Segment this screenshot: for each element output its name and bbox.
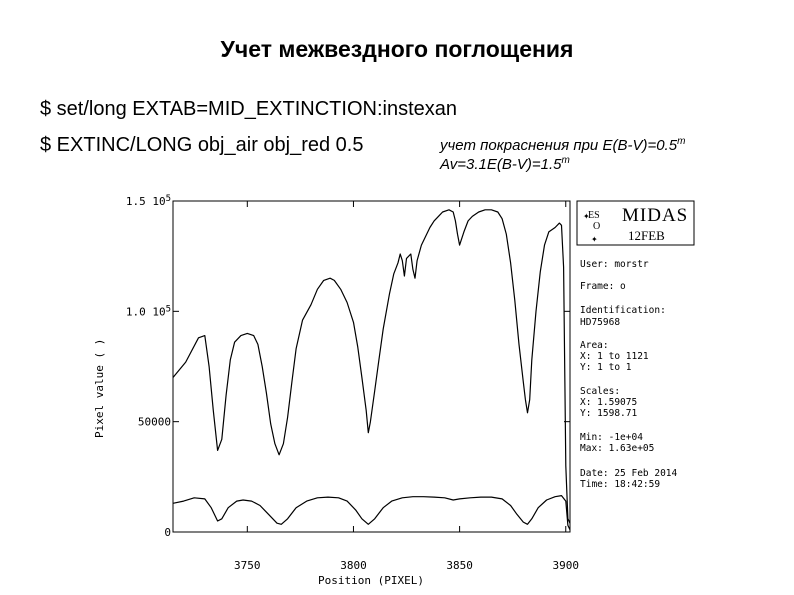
info-max: Max: 1.63e+05 (580, 443, 654, 454)
absorption-note-text: Av=3.1E(B-V)=1.5 (440, 156, 562, 173)
reddening-note-unit: m (677, 136, 686, 147)
y-tick-exponent: 5 (166, 304, 171, 314)
info-time: Time: 18:42:59 (580, 479, 660, 490)
x-axis-label: Position (PIXEL) (318, 574, 424, 587)
y-tick-label: 1.0 105 (126, 304, 171, 318)
info-panel: User: morstr Frame: o Identification: HD… (580, 259, 678, 490)
eso-star-glyph-2: ✦ (591, 235, 598, 244)
logo-frame (576, 200, 695, 246)
series-line-corrected (172, 495, 571, 531)
command-line-1: $ set/long EXTAB=MID_EXTINCTION:instexan (40, 98, 458, 120)
x-axis: 3750 3800 3850 3900 (234, 201, 579, 572)
midas-logo: ES O ✦ ✦ MIDAS 12FEB (576, 200, 695, 246)
series-line-observed (172, 209, 571, 524)
info-scales-y: Y: 1598.71 (580, 408, 637, 419)
x-tick-label: 3750 (234, 559, 261, 572)
info-user: User: morstr (580, 259, 649, 270)
info-area-x: X: 1 to 1121 (580, 351, 649, 362)
absorption-note: Av=3.1E(B-V)=1.5m (440, 155, 570, 173)
eso-star-glyph: ✦ (583, 212, 590, 221)
y-tick-label: 0 (164, 526, 171, 539)
info-scales-label: Scales: (580, 386, 620, 397)
y-axis-label: Pixel value ( ) (93, 339, 106, 438)
reddening-note: учет покраснения при E(B-V)=0.5m (440, 136, 685, 154)
info-ident-label: Identification: (580, 305, 666, 316)
series-group (172, 209, 571, 531)
info-date: Date: 25 Feb 2014 (580, 468, 678, 479)
eso-text-2: O (593, 221, 600, 232)
info-frame: Frame: o (580, 281, 626, 292)
x-tick-label: 3850 (446, 559, 473, 572)
absorption-note-unit: m (561, 155, 570, 166)
midas-date: 12FEB (628, 228, 665, 243)
midas-name: MIDAS (622, 205, 688, 226)
x-tick-label: 3800 (340, 559, 367, 572)
plot-frame (172, 200, 571, 533)
y-axis: 0 50000 1.0 105 1.5 105 (126, 194, 570, 539)
eso-star-icon: ES O ✦ ✦ (583, 210, 600, 244)
reddening-note-text: учет покраснения при E(B-V)=0.5 (440, 137, 678, 154)
y-tick-label: 50000 (138, 416, 171, 429)
y-tick-label: 1.5 105 (126, 194, 171, 208)
info-min: Min: -1e+04 (580, 432, 643, 443)
x-tick-label: 3900 (553, 559, 580, 572)
info-ident-value: HD75968 (580, 317, 620, 328)
slide-title: Учет межвездного поглощения (220, 36, 574, 62)
y-tick-exponent: 5 (166, 194, 171, 204)
command-line-2: $ EXTINC/LONG obj_air obj_red 0.5 (40, 134, 364, 156)
info-area-y: Y: 1 to 1 (580, 362, 632, 373)
eso-text: ES (588, 210, 600, 221)
info-scales-x: X: 1.59075 (580, 397, 637, 408)
info-area-label: Area: (580, 340, 609, 351)
